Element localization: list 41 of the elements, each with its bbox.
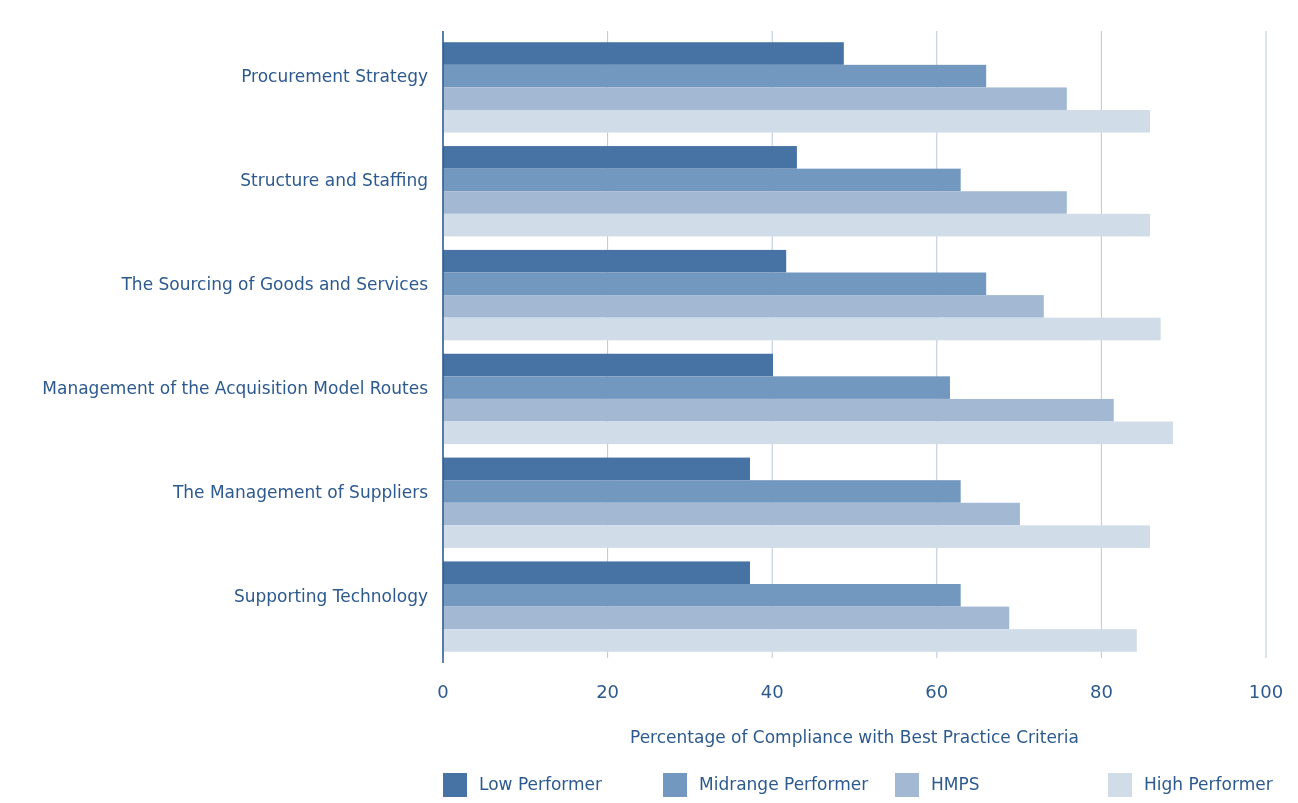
y-tick-label: Structure and Staffing (240, 170, 428, 191)
y-tick-label: The Sourcing of Goods and Services (120, 274, 429, 295)
x-tick-label: 80 (1089, 681, 1113, 702)
x-tick-label: 60 (925, 681, 949, 702)
bar (443, 249, 787, 273)
bar (443, 584, 961, 607)
x-tick-label: 100 (1248, 681, 1284, 702)
bar (443, 146, 797, 169)
x-tick-label: 40 (760, 681, 784, 702)
y-tick-label: Procurement Strategy (241, 66, 428, 87)
x-tick-label: 20 (596, 681, 620, 702)
legend-label: High Performer (1144, 774, 1273, 794)
y-tick-label: Management of the Acquisition Model Routes (42, 377, 429, 398)
bar (443, 606, 1010, 630)
bar (443, 168, 961, 192)
x-axis-title: Percentage of Compliance with Best Practice Criteria (630, 727, 1079, 747)
bar (443, 376, 950, 399)
x-tick-label: 0 (437, 681, 449, 702)
y-tick-label: The Management of Suppliers (171, 481, 429, 502)
bar (443, 317, 1161, 341)
bar (443, 295, 1044, 318)
legend-label: HMPS (931, 774, 980, 794)
legend-label: Low Performer (479, 774, 603, 794)
bar (443, 87, 1067, 110)
bar (443, 353, 774, 377)
bar (443, 109, 1150, 133)
bar (443, 64, 987, 88)
bar (443, 502, 1020, 526)
bar (443, 272, 987, 296)
bar (443, 457, 750, 481)
bar (443, 213, 1150, 237)
bar (443, 480, 961, 503)
bar (443, 191, 1067, 214)
bar (443, 561, 750, 585)
y-tick-label: Supporting Technology (233, 585, 428, 606)
bar (443, 398, 1114, 422)
bar (443, 421, 1173, 445)
bar (443, 525, 1150, 548)
bar (443, 42, 844, 65)
bar (443, 629, 1137, 652)
legend-label: Midrange Performer (699, 774, 869, 794)
